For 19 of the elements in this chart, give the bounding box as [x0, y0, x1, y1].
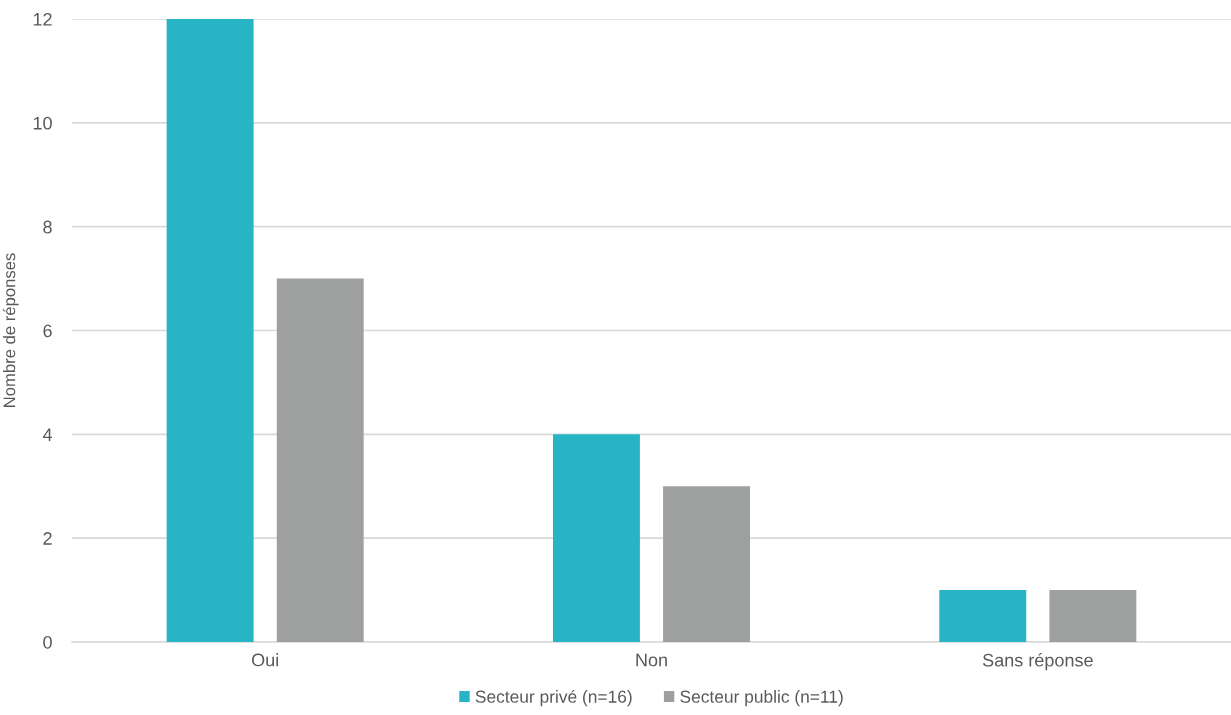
bar — [939, 590, 1027, 642]
x-tick-label: Oui — [251, 653, 278, 667]
bar — [1049, 590, 1137, 642]
y-tick-label: 4 — [42, 428, 53, 441]
bar — [552, 434, 640, 642]
legend-label: Secteur public (n=11) — [680, 690, 843, 707]
bar — [276, 278, 364, 642]
y-tick-label: 8 — [43, 220, 52, 234]
y-tick-label: 12 — [33, 12, 52, 26]
x-tick-label: Sans réponse — [982, 653, 1093, 671]
x-tick-label: Non — [636, 653, 667, 667]
y-tick-label: 6 — [43, 324, 52, 338]
legend-label: Secteur privé (n=16) — [475, 689, 632, 707]
bar — [663, 486, 751, 642]
bar — [166, 19, 254, 642]
y-tick-label: 2 — [43, 532, 52, 545]
y-tick-label: 0 — [43, 635, 52, 649]
y-axis-title: Nombre de réponses — [2, 253, 19, 407]
y-tick-label: 10 — [33, 116, 52, 130]
